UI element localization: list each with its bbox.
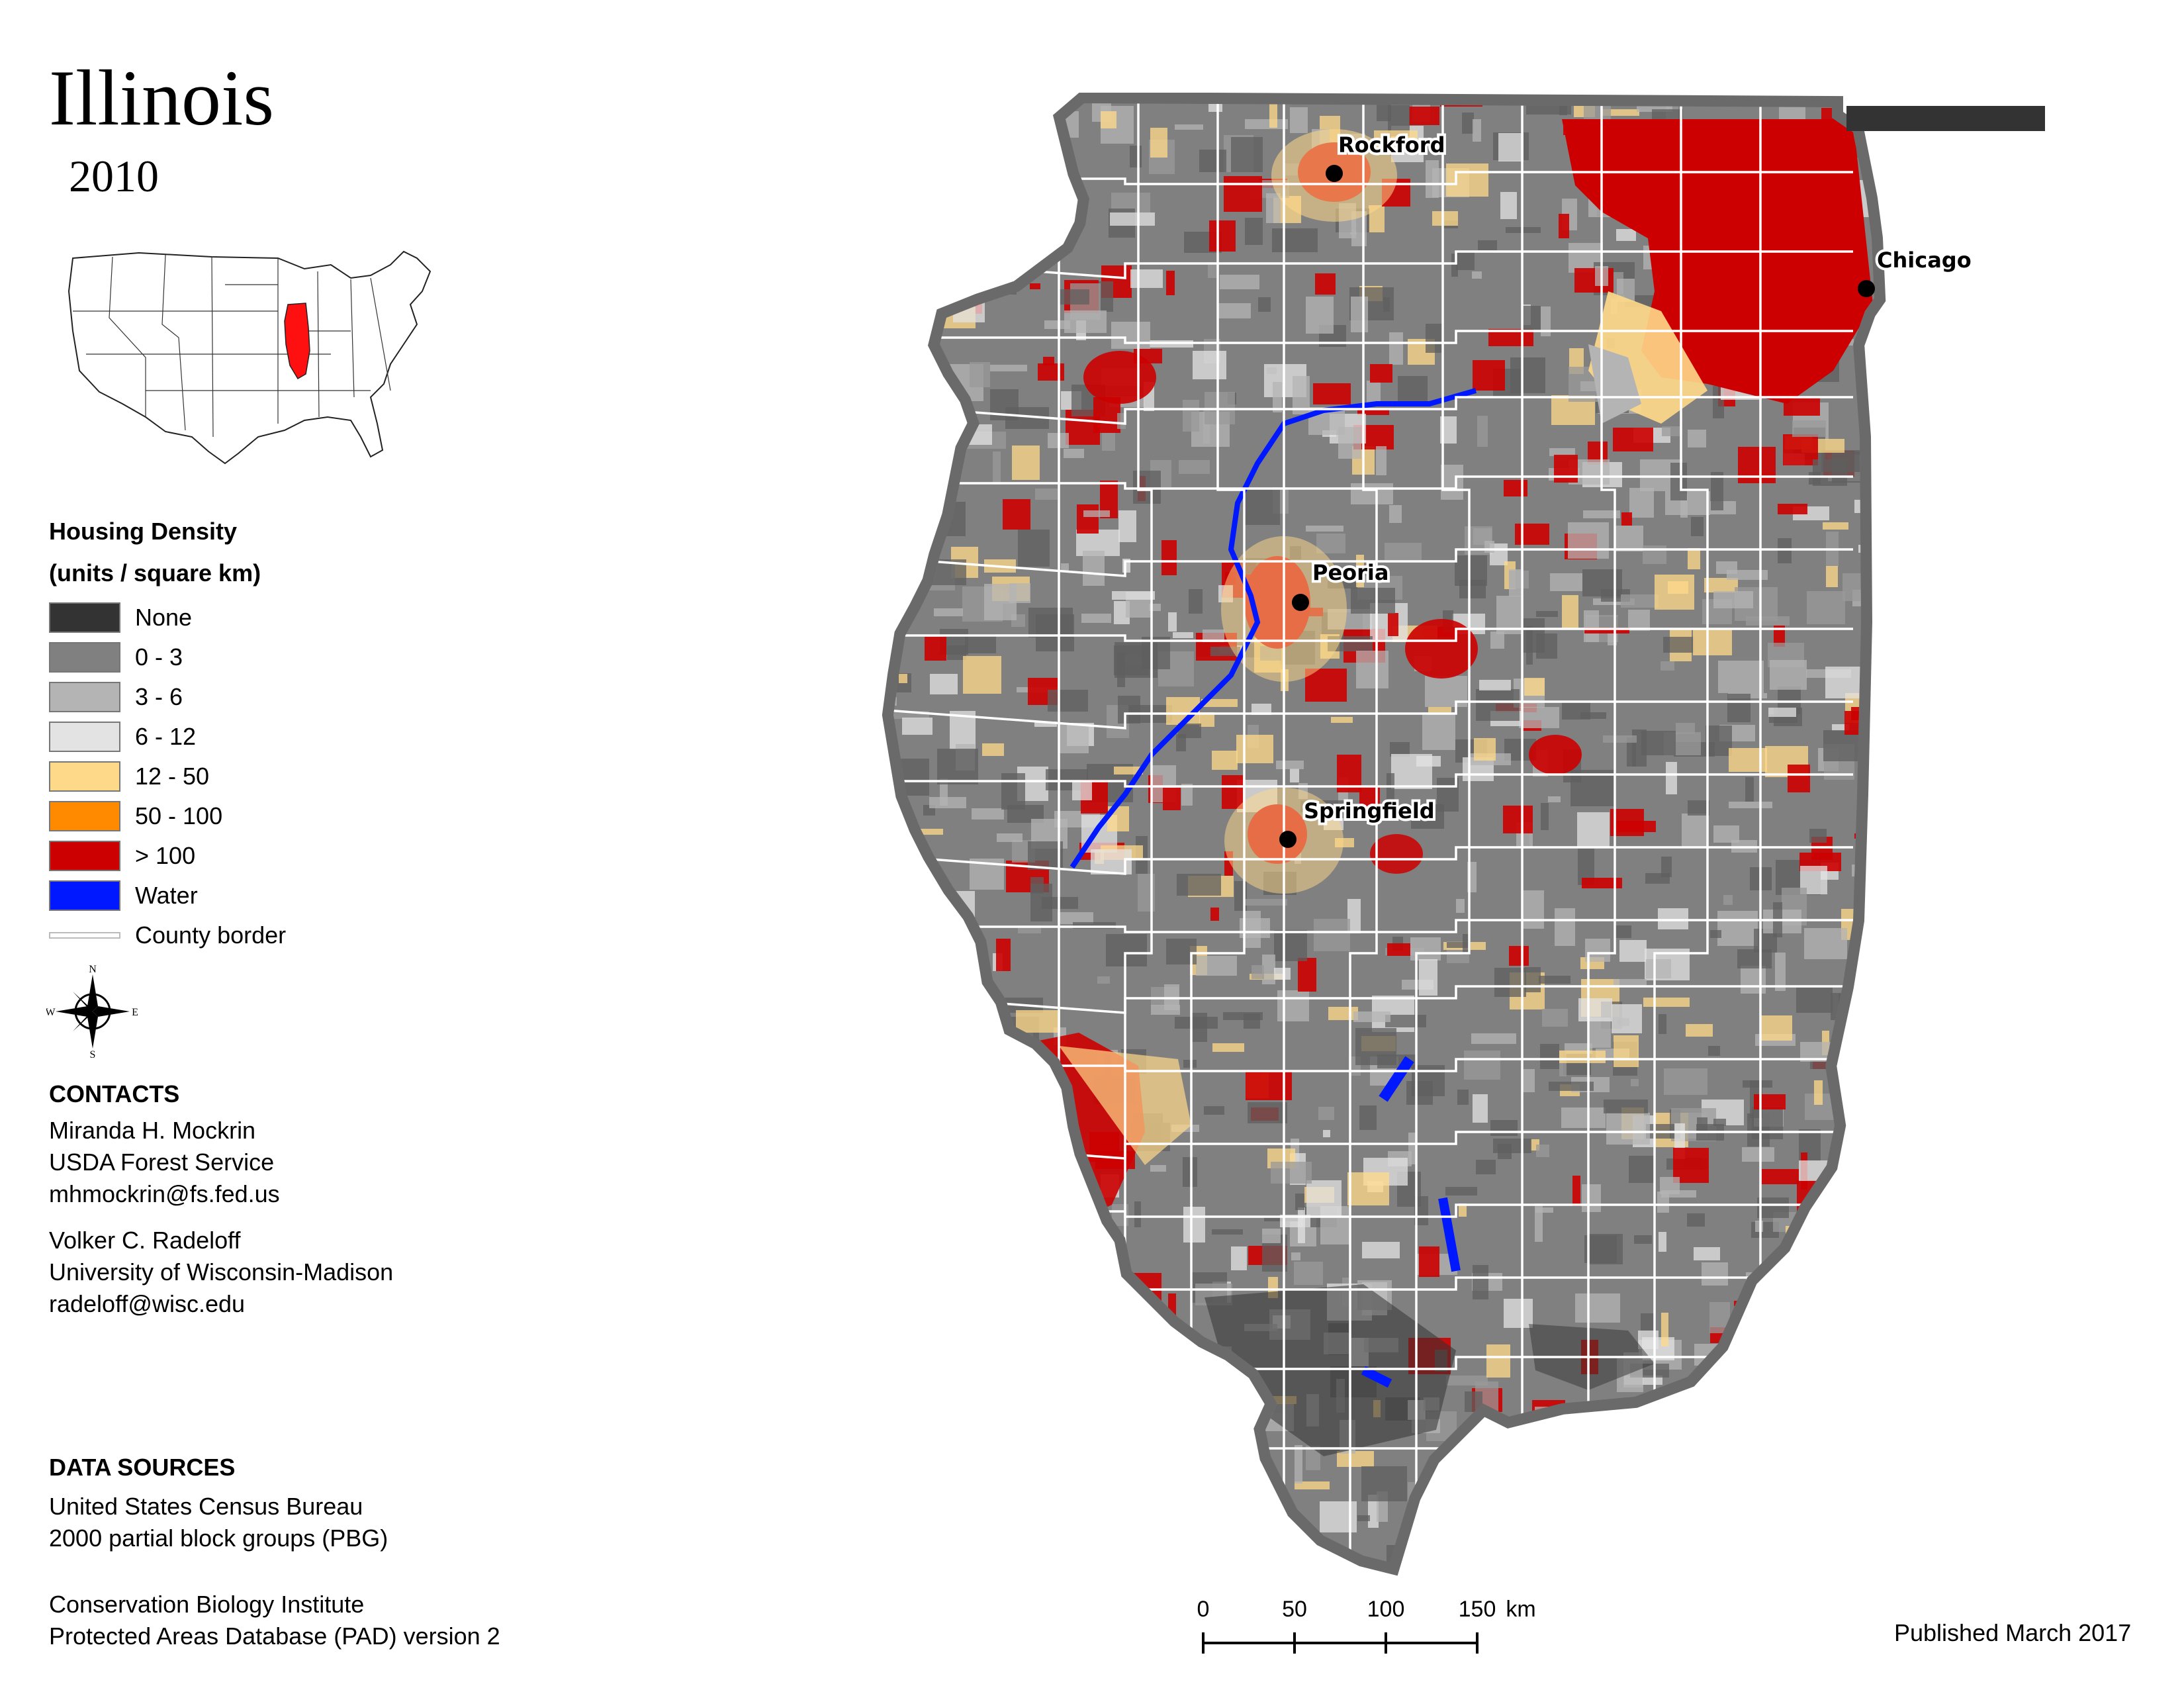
source-line: Conservation Biology Institute [49, 1591, 365, 1618]
legend-swatch [49, 722, 120, 752]
city-label-rockford: Rockford [1338, 132, 1445, 158]
legend-label: 50 - 100 [135, 802, 223, 829]
legend-swatch [49, 932, 120, 939]
legend-swatch [49, 761, 120, 792]
contact-email: mhmockrin@fs.fed.us [49, 1180, 280, 1207]
scale-tick-label: 0 [1197, 1597, 1210, 1622]
legend-item: 0 - 3 [49, 642, 183, 673]
carlyle-lake [1379, 1056, 1414, 1102]
legend-item: > 100 [49, 841, 195, 871]
map-title: Illinois [49, 54, 275, 142]
legend-item: Water [49, 880, 198, 911]
legend-item: 3 - 6 [49, 682, 183, 712]
contacts-heading: CONTACTS [49, 1080, 180, 1107]
compass-w: W [46, 1007, 56, 1018]
legend-label: 0 - 3 [135, 643, 183, 671]
lake-michigan-none [1846, 106, 2045, 131]
contact-org: USDA Forest Service [49, 1149, 275, 1176]
us-locator-map [68, 250, 432, 465]
density-fill [893, 103, 1874, 1562]
contact-miranda: Miranda H. Mockrin USDA Forest Service m… [49, 1115, 280, 1210]
rockford-dot [1326, 165, 1343, 182]
scale-tick-label: 50 [1282, 1597, 1307, 1622]
contact-volker: Volker C. Radeloff University of Wiscons… [49, 1225, 393, 1320]
city-label-peoria: Peoria [1312, 560, 1388, 585]
illinois-river [1069, 388, 1477, 869]
scale-bar: 0 50 100 150 km [1197, 1597, 1536, 1654]
contact-name: Miranda H. Mockrin [49, 1117, 256, 1144]
chicago-dot [1858, 280, 1875, 297]
legend-swatch [49, 682, 120, 712]
legend-label: 12 - 50 [135, 763, 210, 790]
legend-swatch [49, 642, 120, 673]
legend-item: County border [49, 920, 286, 951]
compass-e: E [132, 1007, 138, 1018]
legend-item: 50 - 100 [49, 801, 222, 831]
published-date: Published March 2017 [1894, 1619, 2132, 1646]
legend-item: None [49, 602, 192, 633]
legend-swatch [49, 602, 120, 633]
data-sources-heading: DATA SOURCES [49, 1454, 236, 1481]
rend-lake [1438, 1197, 1461, 1272]
legend-label: County border [135, 921, 287, 949]
chicago-urban-area [1562, 119, 1873, 404]
source-cbi: Conservation Biology Institute Protected… [49, 1589, 500, 1652]
compass-s: S [90, 1049, 96, 1058]
compass-rose-icon: N S W E [46, 965, 138, 1058]
legend-item: 6 - 12 [49, 722, 196, 752]
contact-email: radeloff@wisc.edu [49, 1290, 246, 1317]
scale-tick-label: 150 [1459, 1597, 1496, 1622]
legend-swatch [49, 841, 120, 871]
illinois-housing-density-map: Rockford Chicago Peoria Springfield [860, 93, 2045, 1589]
contact-name: Volker C. Radeloff [49, 1227, 241, 1254]
scale-tick-label: 100 [1367, 1597, 1405, 1622]
legend-swatch [49, 880, 120, 911]
source-line: Protected Areas Database (PAD) version 2 [49, 1622, 500, 1650]
legend-subtitle: (units / square km) [49, 559, 261, 586]
legend-item: 12 - 50 [49, 761, 209, 792]
legend-label: > 100 [135, 842, 196, 869]
compass-n: N [89, 965, 97, 975]
legend-label: Water [135, 882, 198, 909]
source-census: United States Census Bureau 2000 partial… [49, 1491, 388, 1554]
peoria-dot [1292, 594, 1309, 611]
legend-label: 3 - 6 [135, 683, 183, 710]
legend-label: None [135, 604, 193, 631]
city-markers: Rockford Chicago Peoria Springfield [1279, 130, 1974, 848]
city-label-chicago: Chicago [1877, 248, 1972, 273]
scale-unit: km [1506, 1597, 1535, 1622]
city-label-springfield: Springfield [1304, 798, 1435, 823]
us-outline [68, 250, 432, 465]
contact-org: University of Wisconsin-Madison [49, 1258, 394, 1286]
legend-swatch [49, 801, 120, 831]
map-year: 2010 [69, 151, 159, 201]
legend-label: 6 - 12 [135, 723, 197, 750]
springfield-dot [1279, 831, 1297, 848]
illinois-highlight [284, 303, 310, 380]
legend-title: Housing Density [49, 518, 238, 545]
source-line: 2000 partial block groups (PBG) [49, 1524, 388, 1552]
source-line: United States Census Bureau [49, 1493, 363, 1520]
